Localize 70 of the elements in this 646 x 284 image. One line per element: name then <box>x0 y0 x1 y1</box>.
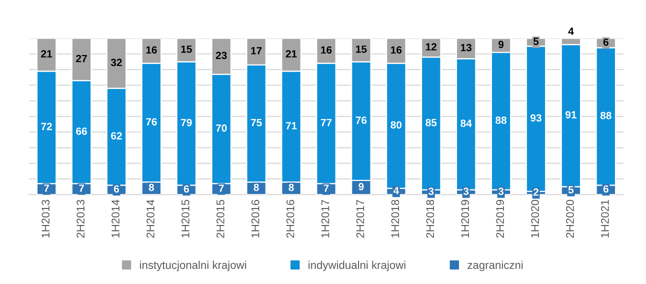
data-label: 7 <box>218 184 224 192</box>
data-label: 9 <box>498 40 504 48</box>
data-label: 77 <box>320 118 332 126</box>
data-label: 9 <box>358 182 364 190</box>
x-tick-label: 1H2020 <box>531 200 539 238</box>
x-tick-label: 1H2013 <box>42 200 50 238</box>
x-tick-label: 1H2017 <box>321 200 330 238</box>
x-tick-label: 2H2013 <box>76 200 84 238</box>
data-label: 4 <box>568 28 574 35</box>
data-label: 91 <box>566 111 576 118</box>
data-label: 7 <box>44 184 49 192</box>
x-tick-label: 2H2018 <box>426 200 434 238</box>
data-label: 79 <box>181 118 192 126</box>
x-tick-label: 1H2015 <box>182 200 190 238</box>
data-label: 15 <box>181 46 192 53</box>
data-label: 76 <box>356 116 367 124</box>
data-label: 6 <box>184 185 189 193</box>
data-label: 71 <box>286 122 297 130</box>
x-tick-label: 1H2014 <box>112 200 120 238</box>
legend-label: zagraniczni <box>468 260 523 272</box>
data-label: 8 <box>288 184 294 192</box>
data-label: 27 <box>76 54 87 62</box>
data-label: 88 <box>496 116 507 124</box>
data-label: 8 <box>254 184 259 192</box>
data-label: 17 <box>251 47 262 54</box>
data-label: 16 <box>321 46 332 54</box>
data-label: 75 <box>250 118 262 126</box>
data-label: 6 <box>603 185 608 193</box>
data-label: 80 <box>390 121 402 129</box>
data-label: 3 <box>498 188 504 196</box>
x-tick-label: 1H2018 <box>391 200 400 238</box>
data-label: 62 <box>111 132 122 140</box>
data-label: 84 <box>460 120 472 128</box>
data-label: 5 <box>568 186 574 194</box>
x-tick-label: 1H2021 <box>601 200 609 238</box>
data-label: 7 <box>79 184 84 192</box>
data-label: 13 <box>460 44 472 52</box>
x-tick-label: 1H2019 <box>461 200 470 238</box>
data-label: 8 <box>148 184 154 192</box>
data-label: 6 <box>603 38 608 46</box>
data-label: 88 <box>600 112 612 120</box>
data-label: 16 <box>146 46 157 54</box>
data-label: 72 <box>41 122 52 130</box>
data-label: 3 <box>428 188 434 196</box>
data-label: 3 <box>463 188 469 196</box>
legend-label: instytucjonalni krajowi <box>140 260 246 272</box>
x-tick-label: 1H2016 <box>251 200 260 238</box>
data-label: 12 <box>426 43 436 50</box>
data-label: 70 <box>216 124 227 132</box>
data-label: 7 <box>324 184 329 192</box>
data-label: 4 <box>393 186 399 194</box>
x-tick-label: 2H2016 <box>286 200 294 238</box>
data-label: 6 <box>114 185 119 193</box>
x-tick-label: 2H2020 <box>566 200 574 238</box>
data-label: 85 <box>426 118 437 126</box>
data-label: 76 <box>146 118 157 126</box>
data-label: 32 <box>110 58 122 66</box>
data-label: 21 <box>41 50 52 58</box>
data-label: 15 <box>356 46 367 53</box>
data-label: 23 <box>216 52 227 60</box>
x-tick-label: 2H2019 <box>496 200 504 238</box>
data-label: 21 <box>286 50 297 58</box>
x-tick-label: 2H2014 <box>146 200 154 238</box>
data-label: 66 <box>76 127 87 135</box>
data-label: 5 <box>533 38 539 46</box>
data-label: 16 <box>391 46 402 54</box>
legend-label: indywidualni krajowi <box>308 260 406 272</box>
x-tick-label: 2H2015 <box>216 200 224 238</box>
data-label: 93 <box>530 114 542 122</box>
x-tick-label: 2H2017 <box>356 200 364 238</box>
